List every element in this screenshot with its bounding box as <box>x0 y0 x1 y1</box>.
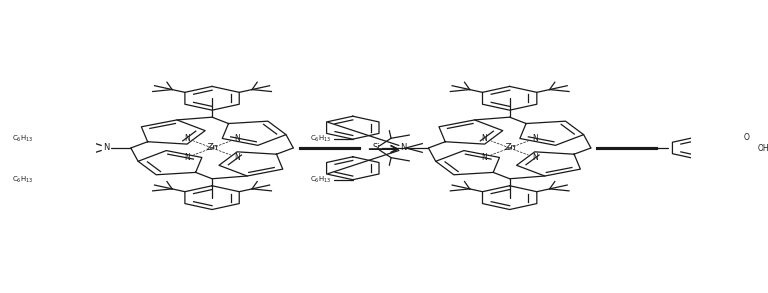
Text: C$_6$H$_{13}$: C$_6$H$_{13}$ <box>310 134 331 144</box>
Text: N: N <box>532 153 538 162</box>
Text: N: N <box>103 144 109 152</box>
Text: O: O <box>744 133 750 142</box>
Text: Si: Si <box>372 144 380 152</box>
Text: C$_6$H$_{13}$: C$_6$H$_{13}$ <box>12 134 34 144</box>
Text: N: N <box>184 153 190 162</box>
Text: N: N <box>401 144 407 152</box>
Text: N: N <box>184 134 190 143</box>
Text: C$_6$H$_{13}$: C$_6$H$_{13}$ <box>12 175 34 185</box>
Text: N: N <box>482 134 488 143</box>
Text: C$_6$H$_{13}$: C$_6$H$_{13}$ <box>310 175 331 185</box>
Text: OH: OH <box>758 144 768 154</box>
Text: N: N <box>482 153 488 162</box>
Text: Zn: Zn <box>206 144 218 152</box>
Text: N: N <box>234 134 240 143</box>
Text: N: N <box>234 153 240 162</box>
Text: N: N <box>532 134 538 143</box>
Text: Zn: Zn <box>504 144 515 152</box>
